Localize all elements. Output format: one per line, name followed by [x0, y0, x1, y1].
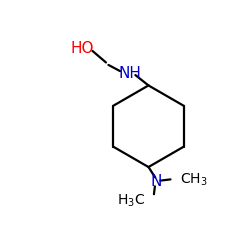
Text: N: N [151, 174, 162, 189]
Text: NH: NH [118, 66, 142, 81]
Text: HO: HO [71, 41, 94, 56]
Text: CH$_3$: CH$_3$ [180, 171, 208, 188]
Text: H$_3$C: H$_3$C [117, 192, 145, 208]
